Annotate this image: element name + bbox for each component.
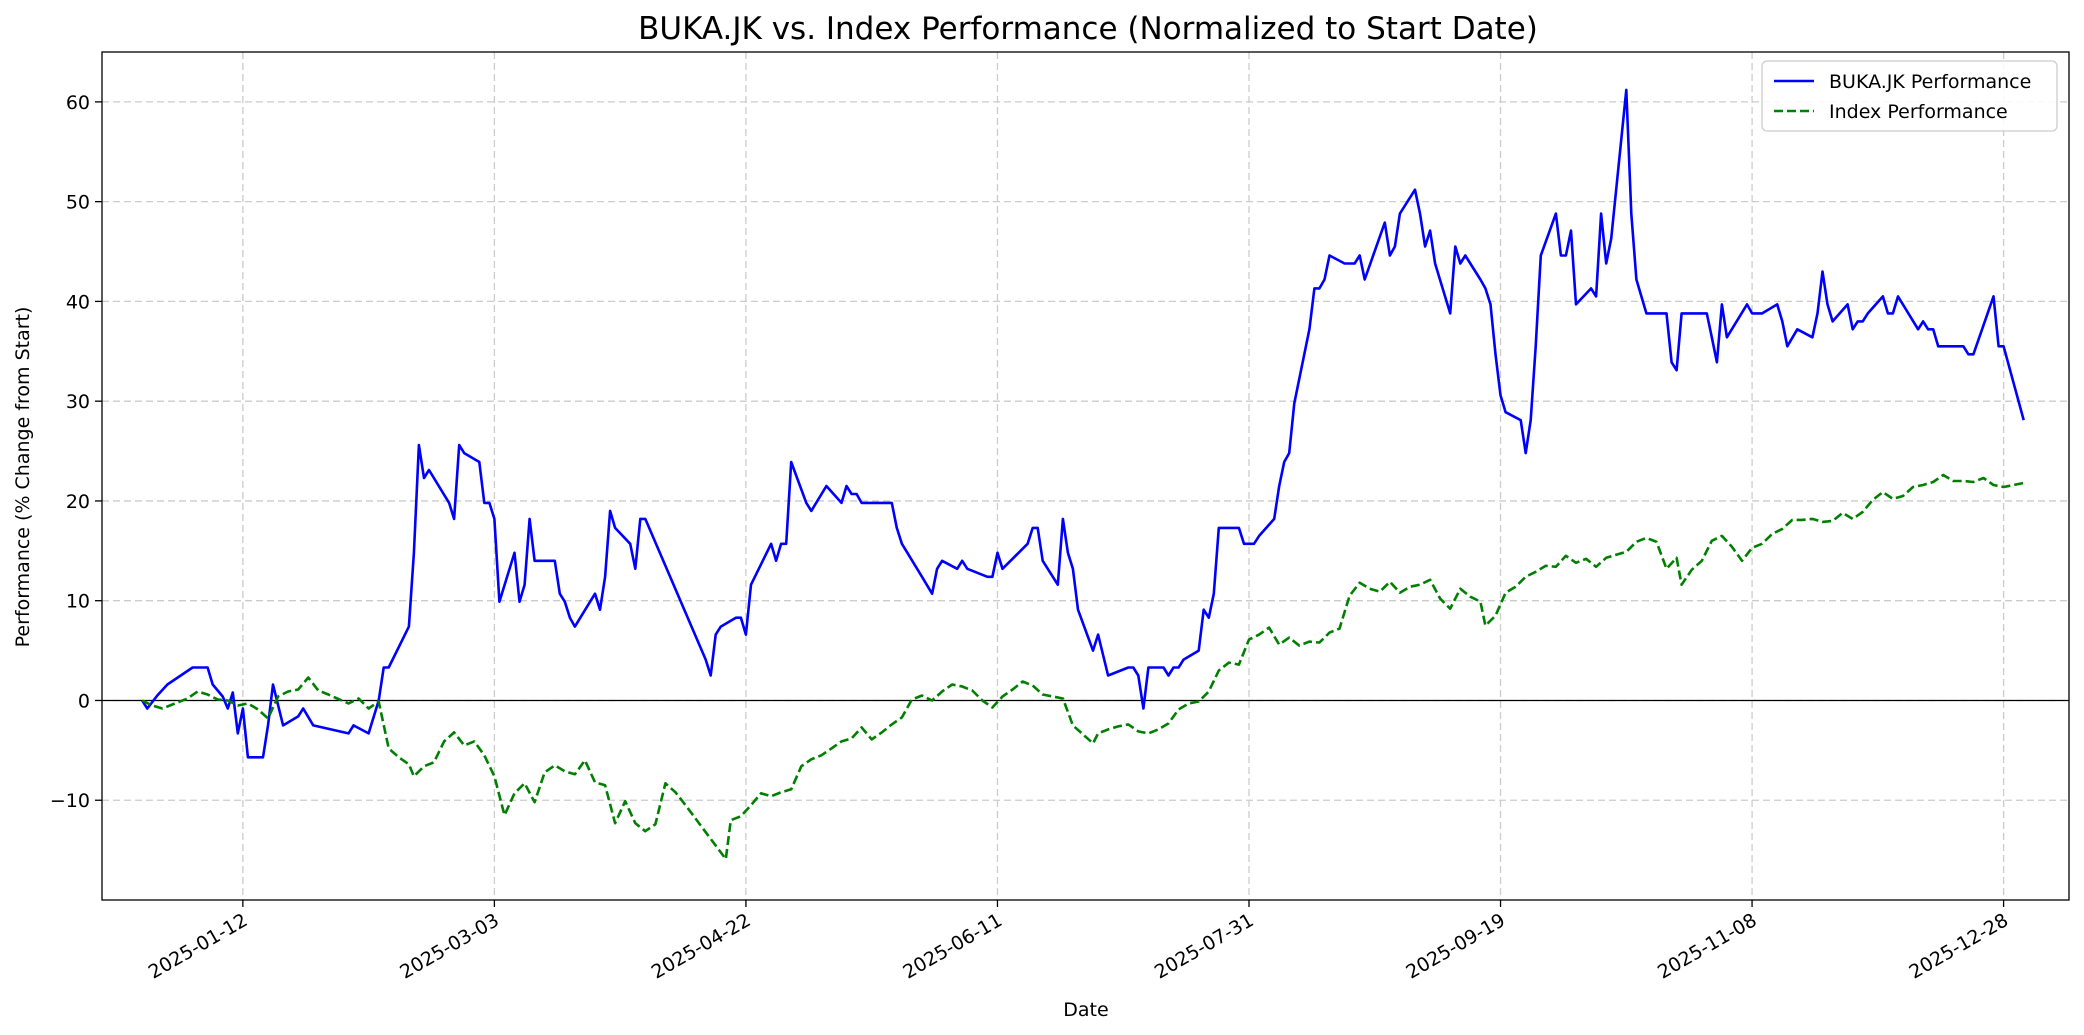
y-tick-label: 40 <box>66 291 90 313</box>
y-tick-label: −10 <box>50 790 90 812</box>
plot-area-frame <box>101 51 2070 901</box>
series-line-0 <box>141 88 2025 759</box>
legend-label-buka: BUKA.JK Performance <box>1829 71 2031 93</box>
y-tick-label: 30 <box>66 391 90 413</box>
legend-box <box>1761 60 2058 132</box>
legend-label-index: Index Performance <box>1829 101 2008 123</box>
y-tick-label: 50 <box>66 192 90 214</box>
y-tick-label: 0 <box>78 690 90 712</box>
chart-title: BUKA.JK vs. Index Performance (Normalize… <box>638 11 1538 47</box>
series-layer <box>141 88 2025 861</box>
y-tick-label: 10 <box>66 591 90 613</box>
series-line-1 <box>141 473 2024 861</box>
y-axis-label: Performance (% Change from Start) <box>12 307 34 648</box>
y-tick-label: 60 <box>66 92 90 114</box>
y-tick-label: 20 <box>66 491 90 513</box>
legend: BUKA.JK Performance Index Performance <box>1761 60 2058 132</box>
x-axis-label: Date <box>1063 999 1108 1021</box>
